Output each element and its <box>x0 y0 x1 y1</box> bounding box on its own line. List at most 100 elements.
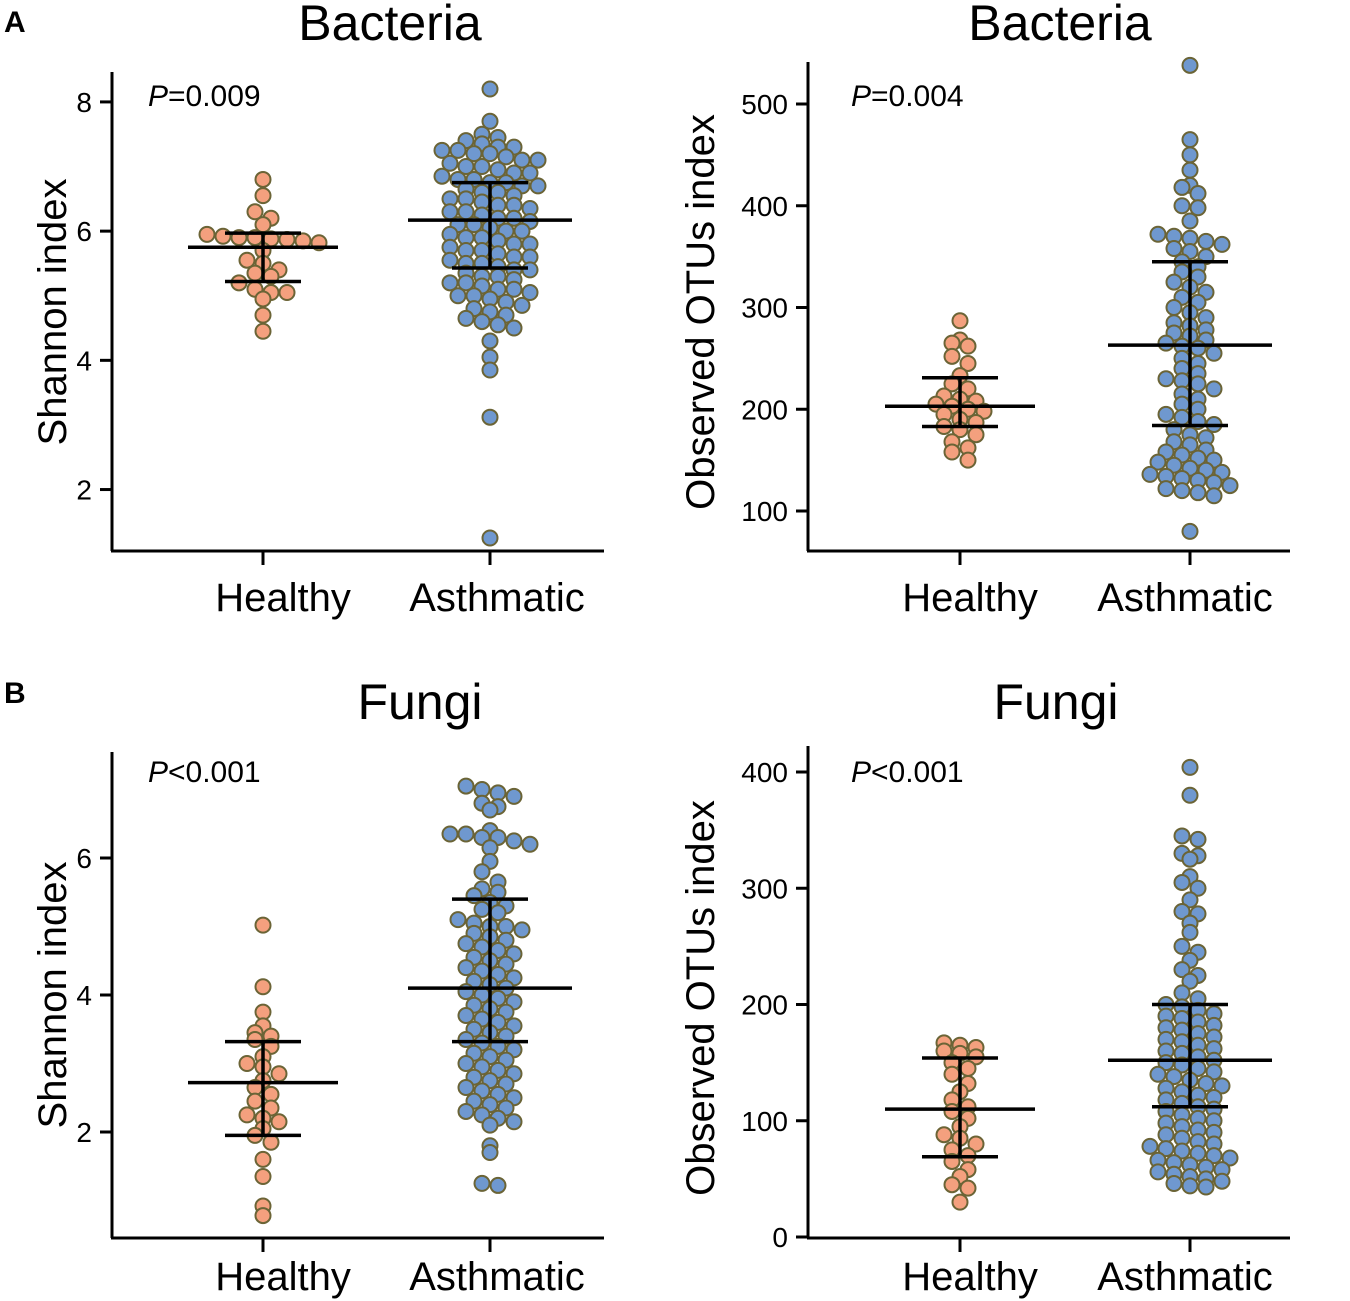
p-value-prefix: P <box>148 80 168 113</box>
dot-asthmatic <box>1157 480 1175 498</box>
dot-asthmatic <box>1157 1140 1175 1158</box>
dot-asthmatic <box>1205 380 1223 398</box>
p-value-prefix: P <box>148 756 168 789</box>
y-tick-label: 200 <box>741 990 788 1021</box>
y-axis-label: Observed OTUs index <box>679 800 723 1196</box>
dot-healthy <box>254 1168 272 1186</box>
dot-healthy <box>943 1065 961 1083</box>
dot-asthmatic <box>1221 1149 1239 1167</box>
dot-asthmatic <box>1149 453 1167 471</box>
dot-healthy <box>943 1176 961 1194</box>
dot-asthmatic <box>489 161 507 179</box>
dot-asthmatic <box>1173 178 1191 196</box>
chart-title: Bacteria <box>298 0 482 51</box>
dot-healthy <box>959 337 977 355</box>
dot-asthmatic <box>505 209 523 227</box>
dot-asthmatic <box>481 112 499 130</box>
dot-asthmatic <box>1181 161 1199 179</box>
dot-asthmatic <box>1189 375 1207 393</box>
dot-healthy <box>951 1193 969 1211</box>
x-tick-label-asthmatic: Asthmatic <box>1097 1255 1273 1299</box>
dot-healthy <box>254 916 272 934</box>
dot-asthmatic <box>481 145 499 163</box>
y-tick-label: 4 <box>76 345 92 376</box>
dot-healthy <box>238 1106 256 1124</box>
chart-bacteria-otus: Bacteria Observed OTUs index P=0.004 Hea… <box>679 0 1290 620</box>
y-tick-label: 6 <box>76 216 92 247</box>
dot-asthmatic <box>441 251 459 269</box>
dot-healthy <box>254 1150 272 1168</box>
dot-healthy <box>246 1031 264 1049</box>
dot-asthmatic <box>513 222 531 240</box>
dot-healthy <box>246 203 264 221</box>
dot-asthmatic <box>513 296 531 314</box>
dot-asthmatic <box>481 408 499 426</box>
dot-asthmatic <box>1157 1126 1175 1144</box>
y-tick-label: 100 <box>741 1106 788 1137</box>
dot-asthmatic <box>1141 1137 1159 1155</box>
dot-asthmatic <box>1181 758 1199 776</box>
dot-asthmatic <box>497 148 515 166</box>
dot-asthmatic <box>1213 1077 1231 1095</box>
dot-asthmatic <box>481 80 499 98</box>
dot-asthmatic <box>481 801 499 819</box>
dot-asthmatic <box>433 167 451 185</box>
dot-asthmatic <box>1181 786 1199 804</box>
dot-asthmatic <box>1173 827 1191 845</box>
dot-asthmatic <box>1205 487 1223 505</box>
p-value-label: P<0.001 <box>148 756 261 789</box>
y-tick-label: 2 <box>76 1117 92 1148</box>
dot-asthmatic <box>1173 1142 1191 1160</box>
dot-asthmatic <box>1173 903 1191 920</box>
dot-asthmatic <box>1189 1144 1207 1162</box>
dot-asthmatic <box>1189 185 1207 203</box>
dot-asthmatic <box>457 959 475 977</box>
dot-asthmatic <box>1181 891 1199 909</box>
dot-asthmatic <box>1165 273 1183 291</box>
x-tick-label-healthy: Healthy <box>902 576 1038 620</box>
dot-healthy <box>254 978 272 996</box>
dot-healthy <box>270 1113 288 1131</box>
dot-asthmatic <box>457 1031 475 1049</box>
dot-asthmatic <box>441 825 459 843</box>
y-tick-label: 0 <box>772 1222 788 1253</box>
dot-asthmatic <box>505 319 523 337</box>
dot-asthmatic <box>457 1007 475 1025</box>
dot-asthmatic <box>473 1174 491 1192</box>
dot-healthy <box>943 347 961 365</box>
y-tick-label: 100 <box>741 496 788 527</box>
y-tick-label: 8 <box>76 87 92 118</box>
dot-asthmatic <box>457 1078 475 1096</box>
dot-asthmatic <box>473 863 491 881</box>
dot-asthmatic <box>1181 522 1199 540</box>
dot-asthmatic <box>457 777 475 795</box>
chart-title: Fungi <box>357 674 482 730</box>
dot-healthy <box>943 443 961 461</box>
dot-asthmatic <box>449 141 467 159</box>
dot-healthy <box>214 227 232 245</box>
dot-asthmatic <box>505 1113 523 1131</box>
dot-asthmatic <box>521 284 539 302</box>
panel-label-a: A <box>4 6 26 39</box>
dot-healthy <box>254 290 272 308</box>
x-tick-label-asthmatic: Asthmatic <box>409 1255 585 1299</box>
dot-asthmatic <box>1221 477 1239 495</box>
dot-healthy <box>254 1207 272 1225</box>
y-tick-label: 200 <box>741 394 788 425</box>
dot-healthy <box>198 225 216 243</box>
dot-healthy <box>238 251 256 269</box>
dot-asthmatic <box>1149 225 1167 243</box>
dot-asthmatic <box>505 280 523 298</box>
dot-asthmatic <box>465 887 483 905</box>
dot-asthmatic <box>441 154 459 172</box>
chart-bacteria-shannon: Bacteria Shannon index P=0.009 Healthy A… <box>31 0 604 620</box>
p-value-text: =0.004 <box>871 80 964 113</box>
dot-asthmatic <box>529 177 547 195</box>
x-tick-label-healthy: Healthy <box>215 576 351 620</box>
dot-asthmatic <box>481 1144 499 1162</box>
dot-asthmatic <box>1165 456 1183 474</box>
dot-healthy <box>270 1065 288 1083</box>
dot-asthmatic <box>1197 1075 1215 1093</box>
dot-asthmatic <box>1189 199 1207 217</box>
dot-asthmatic <box>473 158 491 176</box>
